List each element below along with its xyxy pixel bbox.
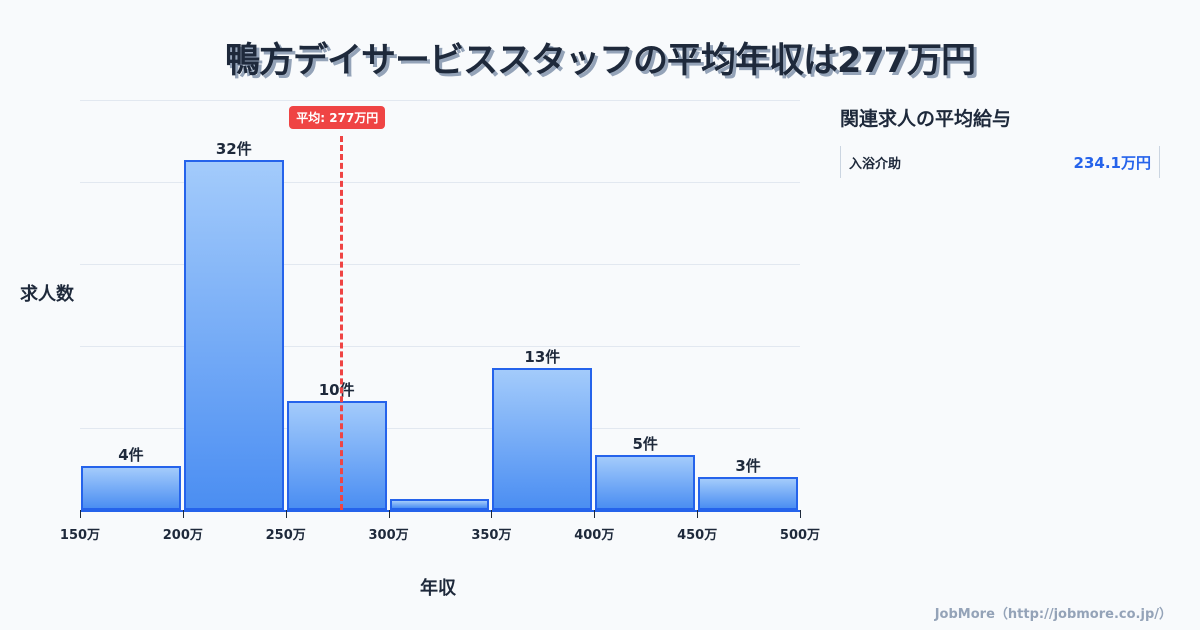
x-tick-label: 400万 [574,528,615,543]
gridline [80,100,800,101]
x-tick-label: 200万 [162,528,203,543]
x-tick-label: 150万 [59,528,101,543]
bar-value-label: 5件 [632,435,658,454]
x-tick-label: 250万 [265,528,306,543]
bar-value-label: 3件 [735,457,761,476]
x-tick [594,510,596,518]
x-tick-label: 450万 [677,528,718,543]
bar-value-label: 32件 [215,140,252,159]
histogram-bar[interactable]: 13件 [492,348,593,510]
x-tick [491,510,493,518]
histogram-bar[interactable]: 4件 [81,446,181,510]
bar-value-label: 13件 [524,347,561,366]
x-tick [80,510,81,518]
x-tick [285,510,287,518]
x-axis [80,510,800,512]
related-job-item[interactable]: 入浴介助 234.1万円 [840,146,1160,178]
x-tick [800,510,801,518]
x-axis-label: 年収 [420,578,456,599]
x-tick [697,510,699,518]
x-tick [388,510,390,518]
gridline [80,346,800,347]
histogram-bar[interactable]: 32件 [183,140,284,510]
gridline [80,428,800,429]
footer-credit: JobMore（http://jobmore.co.jp/） [934,607,1172,622]
average-badge: 平均: 277万円 [289,106,386,129]
y-axis-label: 求人数 [20,284,74,305]
related-job-name: 入浴介助 [849,156,902,172]
gridline [80,182,800,183]
bar-value-label: 10件 [318,380,355,399]
related-job-salary: 234.1万円 [1073,153,1151,172]
gridline [80,264,800,265]
x-tick [182,510,184,518]
x-tick-label: 350万 [471,528,512,543]
histogram-bar[interactable]: 3件 [698,457,798,510]
histogram-bar[interactable]: 10件 [286,381,387,510]
average-line [340,136,344,510]
x-tick-label: 300万 [368,528,409,543]
related-salary-title: 関連求人の平均給与 [840,108,1012,130]
bar-value-label: 4件 [118,446,144,465]
page-title: 鴨方デイサービススタッフの平均年収は277万円 [224,41,976,81]
histogram-bar[interactable]: 5件 [595,435,696,510]
x-tick-label: 500万 [779,528,821,543]
histogram-chart: 4件 32件 10件 13件 5件 3件 平均: 277万円 [80,100,801,518]
histogram-bar[interactable] [389,499,490,510]
